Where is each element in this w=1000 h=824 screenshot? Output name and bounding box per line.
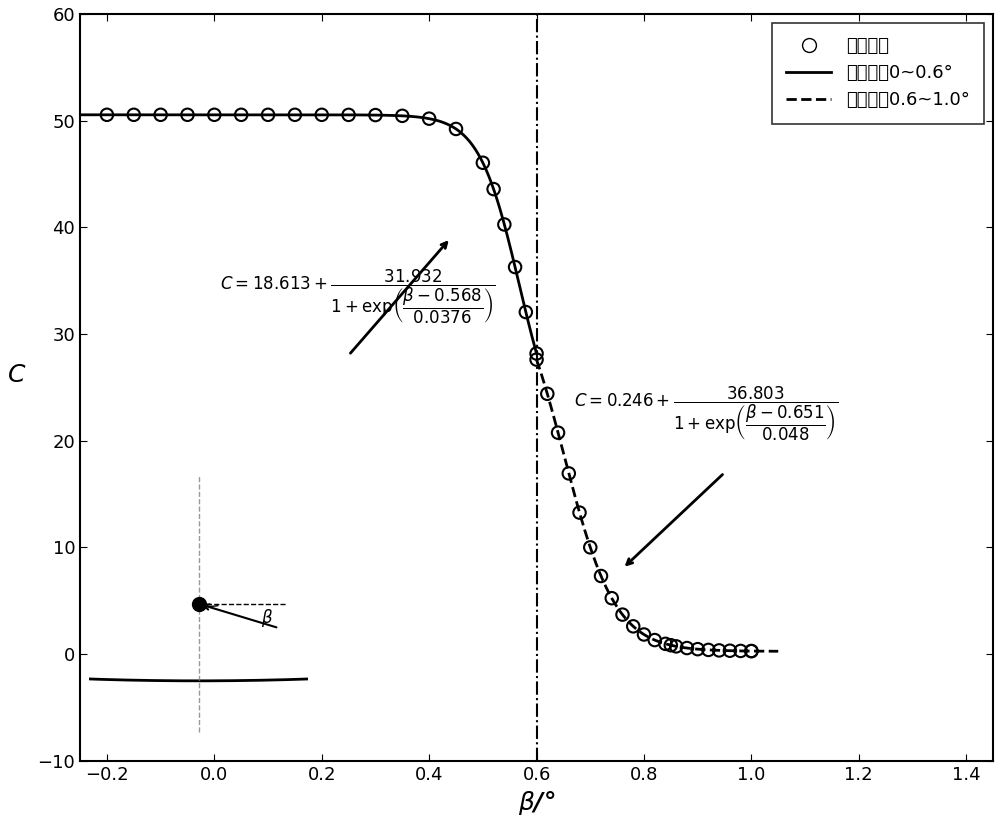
Y-axis label: $C$: $C$ [7, 363, 26, 387]
Point [743, 644, 759, 658]
Point [539, 387, 555, 400]
Point [663, 639, 679, 652]
Point [582, 541, 598, 554]
Point [529, 353, 545, 366]
Point [153, 108, 169, 121]
Text: $C=0.246+\dfrac{36.803}{1+\exp\!\left(\dfrac{\beta-0.651}{0.048}\right)}$: $C=0.246+\dfrac{36.803}{1+\exp\!\left(\d… [574, 385, 839, 443]
Point [529, 347, 545, 360]
Point [743, 644, 759, 658]
Point [99, 108, 115, 121]
Point [233, 108, 249, 121]
Point [287, 108, 303, 121]
Point [126, 108, 142, 121]
Point [679, 641, 695, 654]
Point [572, 506, 588, 519]
Point [179, 108, 195, 121]
Point [636, 628, 652, 641]
Point [593, 569, 609, 583]
Point [657, 637, 673, 650]
Point [475, 157, 491, 170]
Point [496, 218, 512, 231]
Point [604, 592, 620, 605]
Point [614, 608, 630, 621]
Point [260, 108, 276, 121]
Point [722, 644, 738, 658]
Legend: 实验数据, 拟合曲线0~0.6°, 拟合曲线0.6~1.0°: 实验数据, 拟合曲线0~0.6°, 拟合曲线0.6~1.0° [772, 23, 984, 124]
Point [550, 426, 566, 439]
Point [647, 634, 663, 647]
Point [421, 112, 437, 125]
Point [518, 306, 534, 319]
Point [394, 110, 410, 123]
Point [700, 644, 716, 657]
Point [690, 643, 706, 656]
Point [561, 467, 577, 480]
Point [341, 108, 357, 121]
Point [206, 108, 222, 121]
Point [625, 620, 641, 633]
Point [507, 260, 523, 274]
Point [668, 639, 684, 653]
Point [733, 644, 749, 658]
X-axis label: $\beta$/°: $\beta$/° [518, 789, 555, 817]
Text: $C=18.613+\dfrac{31.932}{1+\exp\!\left(\dfrac{\beta-0.568}{0.0376}\right)}$: $C=18.613+\dfrac{31.932}{1+\exp\!\left(\… [220, 268, 496, 325]
Point [367, 109, 383, 122]
Point [486, 182, 502, 195]
Point [448, 122, 464, 135]
Point [314, 108, 330, 121]
Point [711, 644, 727, 657]
